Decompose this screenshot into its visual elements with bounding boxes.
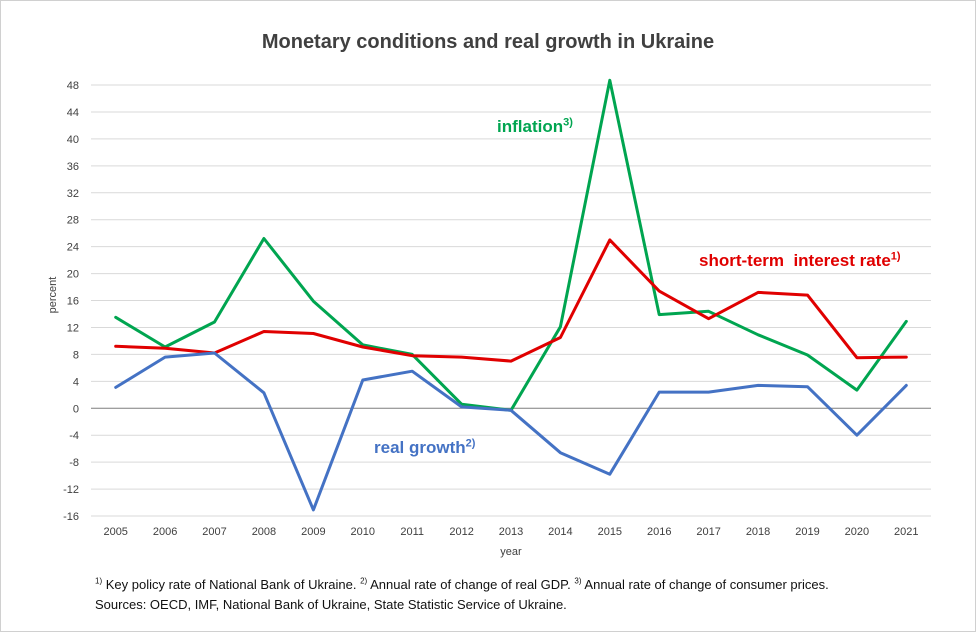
y-tick-label: -12 (63, 484, 79, 496)
x-tick-label: 2010 (351, 526, 375, 538)
x-tick-label: 2011 (400, 526, 424, 538)
y-axis-label: percent (47, 277, 59, 314)
y-tick-label: 16 (67, 296, 79, 308)
x-tick-label: 2005 (103, 526, 127, 538)
y-tick-label: 20 (67, 269, 79, 281)
y-tick-label: 4 (73, 376, 79, 388)
x-tick-label: 2020 (845, 526, 869, 538)
x-tick-label: 2016 (647, 526, 671, 538)
x-tick-label: 2009 (301, 526, 325, 538)
x-tick-label: 2006 (153, 526, 177, 538)
y-tick-label: -4 (69, 430, 79, 442)
interest-rate-label: short-term interest rate1) (699, 251, 901, 271)
inflation-footnote-ref: 3) (563, 116, 573, 129)
y-tick-label: 36 (67, 161, 79, 173)
x-tick-label: 2017 (696, 526, 720, 538)
interest-rate-label-text: short-term interest rate (699, 251, 891, 270)
x-tick-label: 2021 (894, 526, 918, 538)
footnote-ref-3: 3) (574, 576, 582, 586)
x-tick-label: 2008 (252, 526, 276, 538)
footnote-ref-2: 2) (360, 576, 368, 586)
y-tick-label: -16 (63, 511, 79, 523)
x-tick-label: 2015 (598, 526, 622, 538)
y-tick-label: 32 (67, 188, 79, 200)
y-tick-label: 12 (67, 322, 79, 334)
inflation-label-text: inflation (497, 117, 564, 136)
y-tick-label: 40 (67, 134, 79, 146)
inflation-label: inflation3) (497, 117, 573, 137)
footnote-text-3: Annual rate of change of consumer prices… (581, 577, 829, 592)
real-growth-line (114, 351, 908, 512)
y-tick-label: 48 (67, 80, 79, 92)
series-lines (114, 78, 908, 512)
y-tick-label: -8 (69, 457, 79, 469)
footnote-ref-1: 1) (95, 576, 103, 586)
grid-lines (91, 84, 931, 517)
x-tick-label: 2013 (499, 526, 523, 538)
chart-title: Monetary conditions and real growth in U… (261, 31, 715, 53)
footnote-text-2: Annual rate of change of real GDP. (367, 577, 575, 592)
x-tick-label: 2012 (449, 526, 473, 538)
interest-rate-line (114, 238, 908, 363)
sources-line: Sources: OECD, IMF, National Bank of Ukr… (95, 597, 567, 612)
footnote-text-1: Key policy rate of National Bank of Ukra… (102, 577, 361, 592)
x-tick-label: 2018 (746, 526, 770, 538)
y-tick-label: 8 (73, 349, 79, 361)
x-tick-label: 2007 (202, 526, 226, 538)
y-tick-label: 24 (67, 242, 79, 254)
x-tick-label: 2014 (548, 526, 572, 538)
real-growth-footnote-ref: 2) (465, 437, 476, 450)
y-tick-label: 0 (73, 403, 79, 415)
y-tick-label: 44 (67, 107, 79, 119)
y-tick-label: 28 (67, 215, 79, 227)
x-tick-label: 2019 (795, 526, 819, 538)
real-growth-label-text: real growth (374, 438, 466, 457)
x-axis-label: year (500, 546, 522, 558)
footnotes: 1) Key policy rate of National Bank of U… (95, 575, 829, 615)
x-tick-labels: 2005 2006 2007 2008 2009 2010 2011 2012 2013 2014… (103, 526, 918, 538)
interest-rate-footnote-ref: 1) (890, 250, 901, 263)
real-growth-label: real growth2) (374, 438, 475, 458)
footnote-line: 1) Key policy rate of National Bank of U… (95, 575, 829, 595)
